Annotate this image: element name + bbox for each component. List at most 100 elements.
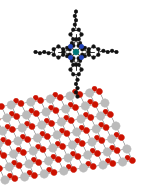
Circle shape: [25, 160, 33, 168]
Circle shape: [38, 121, 46, 129]
Circle shape: [75, 138, 80, 143]
Circle shape: [74, 63, 78, 67]
Circle shape: [62, 50, 65, 54]
Circle shape: [110, 145, 115, 150]
Circle shape: [38, 98, 44, 104]
Circle shape: [103, 109, 108, 114]
Circle shape: [83, 128, 90, 133]
Circle shape: [107, 112, 113, 118]
Circle shape: [80, 33, 83, 36]
Circle shape: [74, 19, 78, 22]
Circle shape: [73, 105, 78, 111]
Circle shape: [57, 94, 63, 101]
Circle shape: [74, 38, 78, 41]
Circle shape: [112, 122, 120, 130]
Circle shape: [99, 122, 104, 127]
Circle shape: [77, 91, 83, 98]
Circle shape: [65, 46, 69, 50]
Circle shape: [77, 57, 80, 60]
Circle shape: [76, 78, 79, 81]
Circle shape: [90, 148, 95, 153]
Circle shape: [53, 92, 58, 97]
Circle shape: [83, 46, 87, 50]
Circle shape: [51, 154, 56, 159]
Circle shape: [77, 115, 85, 123]
Circle shape: [68, 102, 73, 107]
Circle shape: [18, 101, 24, 106]
Circle shape: [68, 118, 74, 123]
Circle shape: [31, 157, 36, 162]
Circle shape: [68, 44, 73, 49]
Circle shape: [27, 98, 35, 106]
Circle shape: [96, 112, 105, 120]
Circle shape: [99, 138, 105, 143]
Circle shape: [31, 173, 37, 178]
Circle shape: [12, 176, 18, 181]
Circle shape: [115, 50, 118, 54]
Circle shape: [53, 131, 61, 139]
Circle shape: [59, 128, 64, 133]
Circle shape: [92, 101, 98, 108]
Circle shape: [57, 45, 60, 48]
Circle shape: [80, 68, 83, 71]
Circle shape: [96, 88, 102, 94]
Circle shape: [71, 28, 75, 32]
Circle shape: [87, 50, 90, 54]
Circle shape: [87, 53, 91, 57]
Circle shape: [74, 10, 78, 13]
Circle shape: [64, 154, 72, 162]
Circle shape: [1, 153, 7, 159]
Circle shape: [71, 73, 75, 76]
Circle shape: [14, 98, 19, 103]
Circle shape: [27, 170, 32, 175]
Circle shape: [88, 138, 96, 146]
Circle shape: [77, 73, 81, 76]
Circle shape: [0, 104, 4, 109]
Circle shape: [86, 161, 91, 166]
Circle shape: [76, 95, 79, 98]
Circle shape: [94, 135, 99, 140]
Circle shape: [52, 53, 55, 57]
Circle shape: [53, 108, 59, 114]
Circle shape: [5, 139, 11, 146]
Circle shape: [68, 141, 77, 149]
Circle shape: [65, 54, 69, 58]
Circle shape: [34, 50, 37, 54]
Circle shape: [61, 53, 65, 57]
Circle shape: [70, 59, 74, 63]
Circle shape: [64, 115, 69, 120]
Circle shape: [29, 147, 37, 155]
Circle shape: [79, 164, 88, 172]
Circle shape: [77, 37, 81, 41]
Circle shape: [7, 173, 12, 178]
Circle shape: [97, 53, 100, 57]
Circle shape: [36, 144, 41, 149]
Circle shape: [74, 82, 78, 86]
Circle shape: [77, 28, 81, 32]
Circle shape: [9, 126, 15, 132]
Circle shape: [25, 121, 30, 126]
Circle shape: [0, 150, 1, 155]
Circle shape: [20, 173, 29, 181]
Circle shape: [73, 14, 77, 18]
Circle shape: [78, 41, 82, 45]
Circle shape: [72, 57, 75, 60]
Circle shape: [60, 143, 66, 149]
Circle shape: [66, 164, 71, 169]
Circle shape: [79, 140, 85, 146]
Circle shape: [61, 47, 65, 51]
Circle shape: [5, 124, 10, 129]
Circle shape: [42, 108, 50, 116]
Circle shape: [47, 51, 50, 55]
Circle shape: [7, 101, 15, 109]
Circle shape: [40, 146, 46, 153]
Circle shape: [83, 151, 92, 159]
Circle shape: [92, 125, 100, 133]
Circle shape: [77, 63, 81, 67]
Circle shape: [92, 56, 95, 59]
Circle shape: [71, 151, 76, 156]
Circle shape: [12, 160, 17, 165]
Circle shape: [107, 135, 116, 143]
Circle shape: [92, 45, 95, 48]
Circle shape: [81, 102, 90, 110]
